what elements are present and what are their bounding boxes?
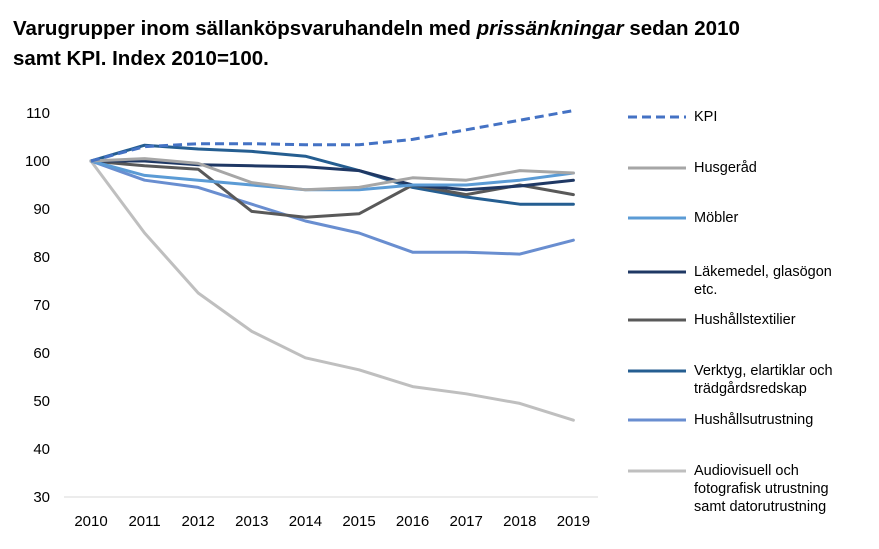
series-line-7	[89, 159, 575, 422]
chart-title: Varugrupper inom sällanköpsvaruhandeln m…	[13, 14, 873, 74]
legend-swatch	[628, 115, 686, 119]
series-line-0	[90, 109, 574, 163]
x-tick-label: 2011	[128, 513, 160, 530]
series-layer	[89, 109, 575, 422]
legend-swatch	[628, 166, 686, 170]
title-part1: Varugrupper inom sällanköpsvaruhandeln m…	[13, 17, 477, 40]
legend-label-line: Möbler	[694, 210, 739, 226]
legend-label: Hushållstextilier	[694, 311, 874, 329]
x-tick-label: 2015	[342, 513, 375, 530]
x-tick-label: 2016	[396, 513, 429, 530]
legend-label-line: etc.	[694, 282, 718, 298]
series-line-4	[89, 159, 575, 219]
legend-label: Husgeråd	[694, 159, 874, 177]
legend-swatch	[628, 318, 686, 322]
x-tick-label: 2013	[235, 513, 268, 530]
legend-swatch	[628, 369, 686, 373]
y-tick-label: 100	[25, 153, 50, 170]
y-tick-label: 70	[33, 297, 50, 314]
legend-swatch	[628, 469, 686, 473]
title-part2: sedan 2010	[623, 17, 740, 40]
legend-label-line: Verktyg, elartiklar och	[694, 363, 833, 379]
series-line-6	[89, 159, 575, 256]
y-tick-label: 60	[33, 345, 50, 362]
y-tick-label: 90	[33, 201, 50, 218]
series-line-5	[89, 143, 575, 206]
legend: KPI Husgeråd Möbler Läkemedel, glasögon etc.…	[626, 0, 876, 549]
legend-label: Hushållsutrustning	[694, 411, 874, 429]
legend-label-line: Läkemedel, glasögon	[694, 264, 832, 280]
legend-label: Verktyg, elartiklar och trädgårdsredskap	[694, 362, 874, 398]
y-tick-label: 80	[33, 249, 50, 266]
legend-label-line: Hushållsutrustning	[694, 412, 814, 428]
y-tick-label: 50	[33, 393, 50, 410]
title-italic: prissänkningar	[476, 17, 624, 40]
legend-label-line: fotografisk utrustning	[694, 481, 829, 497]
y-tick-label: 40	[33, 441, 50, 458]
y-tick-label: 110	[26, 105, 50, 122]
axis-layer: 30 40 50 60 70 80 90 100 110 2010 2011 2012 2013 2014…	[25, 105, 598, 530]
legend-swatch	[628, 418, 686, 422]
legend-swatch	[628, 216, 686, 220]
legend-label-line: samt datorutrustning	[694, 499, 827, 515]
x-tick-label: 2019	[557, 513, 590, 530]
series-line-3	[89, 159, 575, 192]
title-line2: samt KPI. Index 2010=100.	[13, 47, 269, 70]
y-tick-label: 30	[33, 489, 50, 506]
x-tick-label: 2014	[289, 513, 322, 530]
legend-label: Audiovisuell och fotografisk utrustning sa…	[694, 462, 874, 516]
legend-label-line: Audiovisuell och	[694, 463, 799, 479]
x-tick-label: 2018	[503, 513, 536, 530]
legend-swatch	[628, 270, 686, 274]
legend-label-line: Husgeråd	[694, 160, 757, 176]
x-tick-label: 2010	[74, 513, 107, 530]
legend-label: Möbler	[694, 209, 874, 227]
legend-label-line: Hushållstextilier	[694, 312, 796, 328]
x-tick-label: 2017	[450, 513, 483, 530]
legend-label-line: trädgårdsredskap	[694, 381, 807, 397]
x-tick-label: 2012	[182, 513, 215, 530]
legend-label: KPI	[694, 108, 874, 126]
legend-label-line: KPI	[694, 109, 718, 125]
legend-label: Läkemedel, glasögon etc.	[694, 263, 874, 299]
series-line-1	[89, 157, 575, 192]
